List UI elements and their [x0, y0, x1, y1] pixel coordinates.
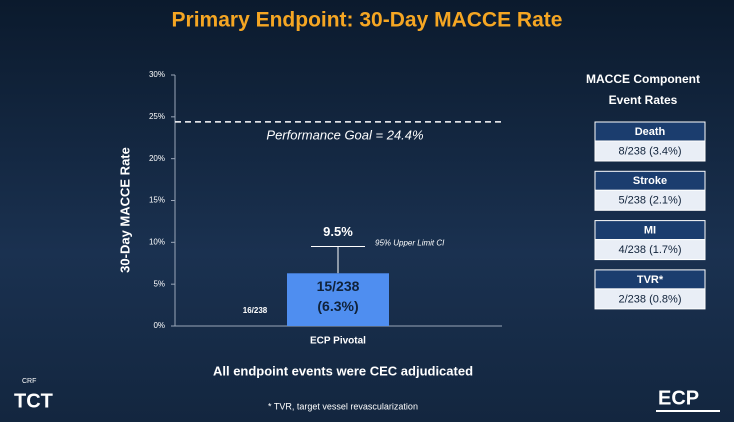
logo-small: CRF — [22, 378, 36, 385]
chart-title: Primary Endpoint: 30-Day MACCE Rate — [172, 9, 563, 32]
panel-item-name: Stroke — [633, 175, 667, 187]
y-axis-label: 30-Day MACCE Rate — [117, 147, 132, 273]
bar-count-label: 15/238 — [317, 278, 360, 294]
y-tick-label: 5% — [153, 279, 165, 288]
panel-item-value: 8/238 (3.4%) — [619, 145, 682, 157]
panel-value-box — [594, 189, 706, 211]
y-tick-label: 30% — [149, 70, 165, 79]
side-note: 16/238 — [243, 306, 268, 315]
footer: All endpoint events were CEC adjudicated — [213, 363, 473, 378]
y-tick-label: 20% — [149, 154, 165, 163]
y-tick-label: 15% — [149, 196, 165, 205]
panel-item-value: 5/238 (2.1%) — [619, 195, 682, 207]
panel-item-value: 2/238 (0.8%) — [619, 293, 682, 305]
x-tick-label: ECP Pivotal — [310, 336, 366, 347]
panel-title: Event Rates — [609, 93, 678, 107]
panel-value-box — [594, 239, 706, 261]
panel-item-value: 4/238 (1.7%) — [619, 244, 682, 256]
panel-value-box — [594, 288, 706, 310]
ci-note: 95% Upper Limit CI — [375, 239, 445, 248]
y-tick-label: 0% — [153, 321, 165, 330]
panel-title: MACCE Component — [586, 72, 700, 86]
logo: TCT — [14, 390, 53, 412]
panel-item-name: MI — [644, 225, 656, 237]
y-tick-label: 25% — [149, 112, 165, 121]
reference-label: Performance Goal = 24.4% — [266, 127, 423, 142]
value-label: (6.3%) — [317, 298, 358, 314]
panel-item-name: TVR* — [637, 274, 664, 286]
ci-label: 9.5% — [323, 224, 353, 239]
bar — [287, 273, 389, 326]
panel-value-box — [594, 140, 706, 162]
panel-item-name: Death — [635, 126, 666, 138]
footnote: * TVR, target vessel revascularization — [268, 401, 418, 411]
logo: ECP — [658, 387, 699, 409]
y-tick-label: 10% — [149, 237, 165, 246]
